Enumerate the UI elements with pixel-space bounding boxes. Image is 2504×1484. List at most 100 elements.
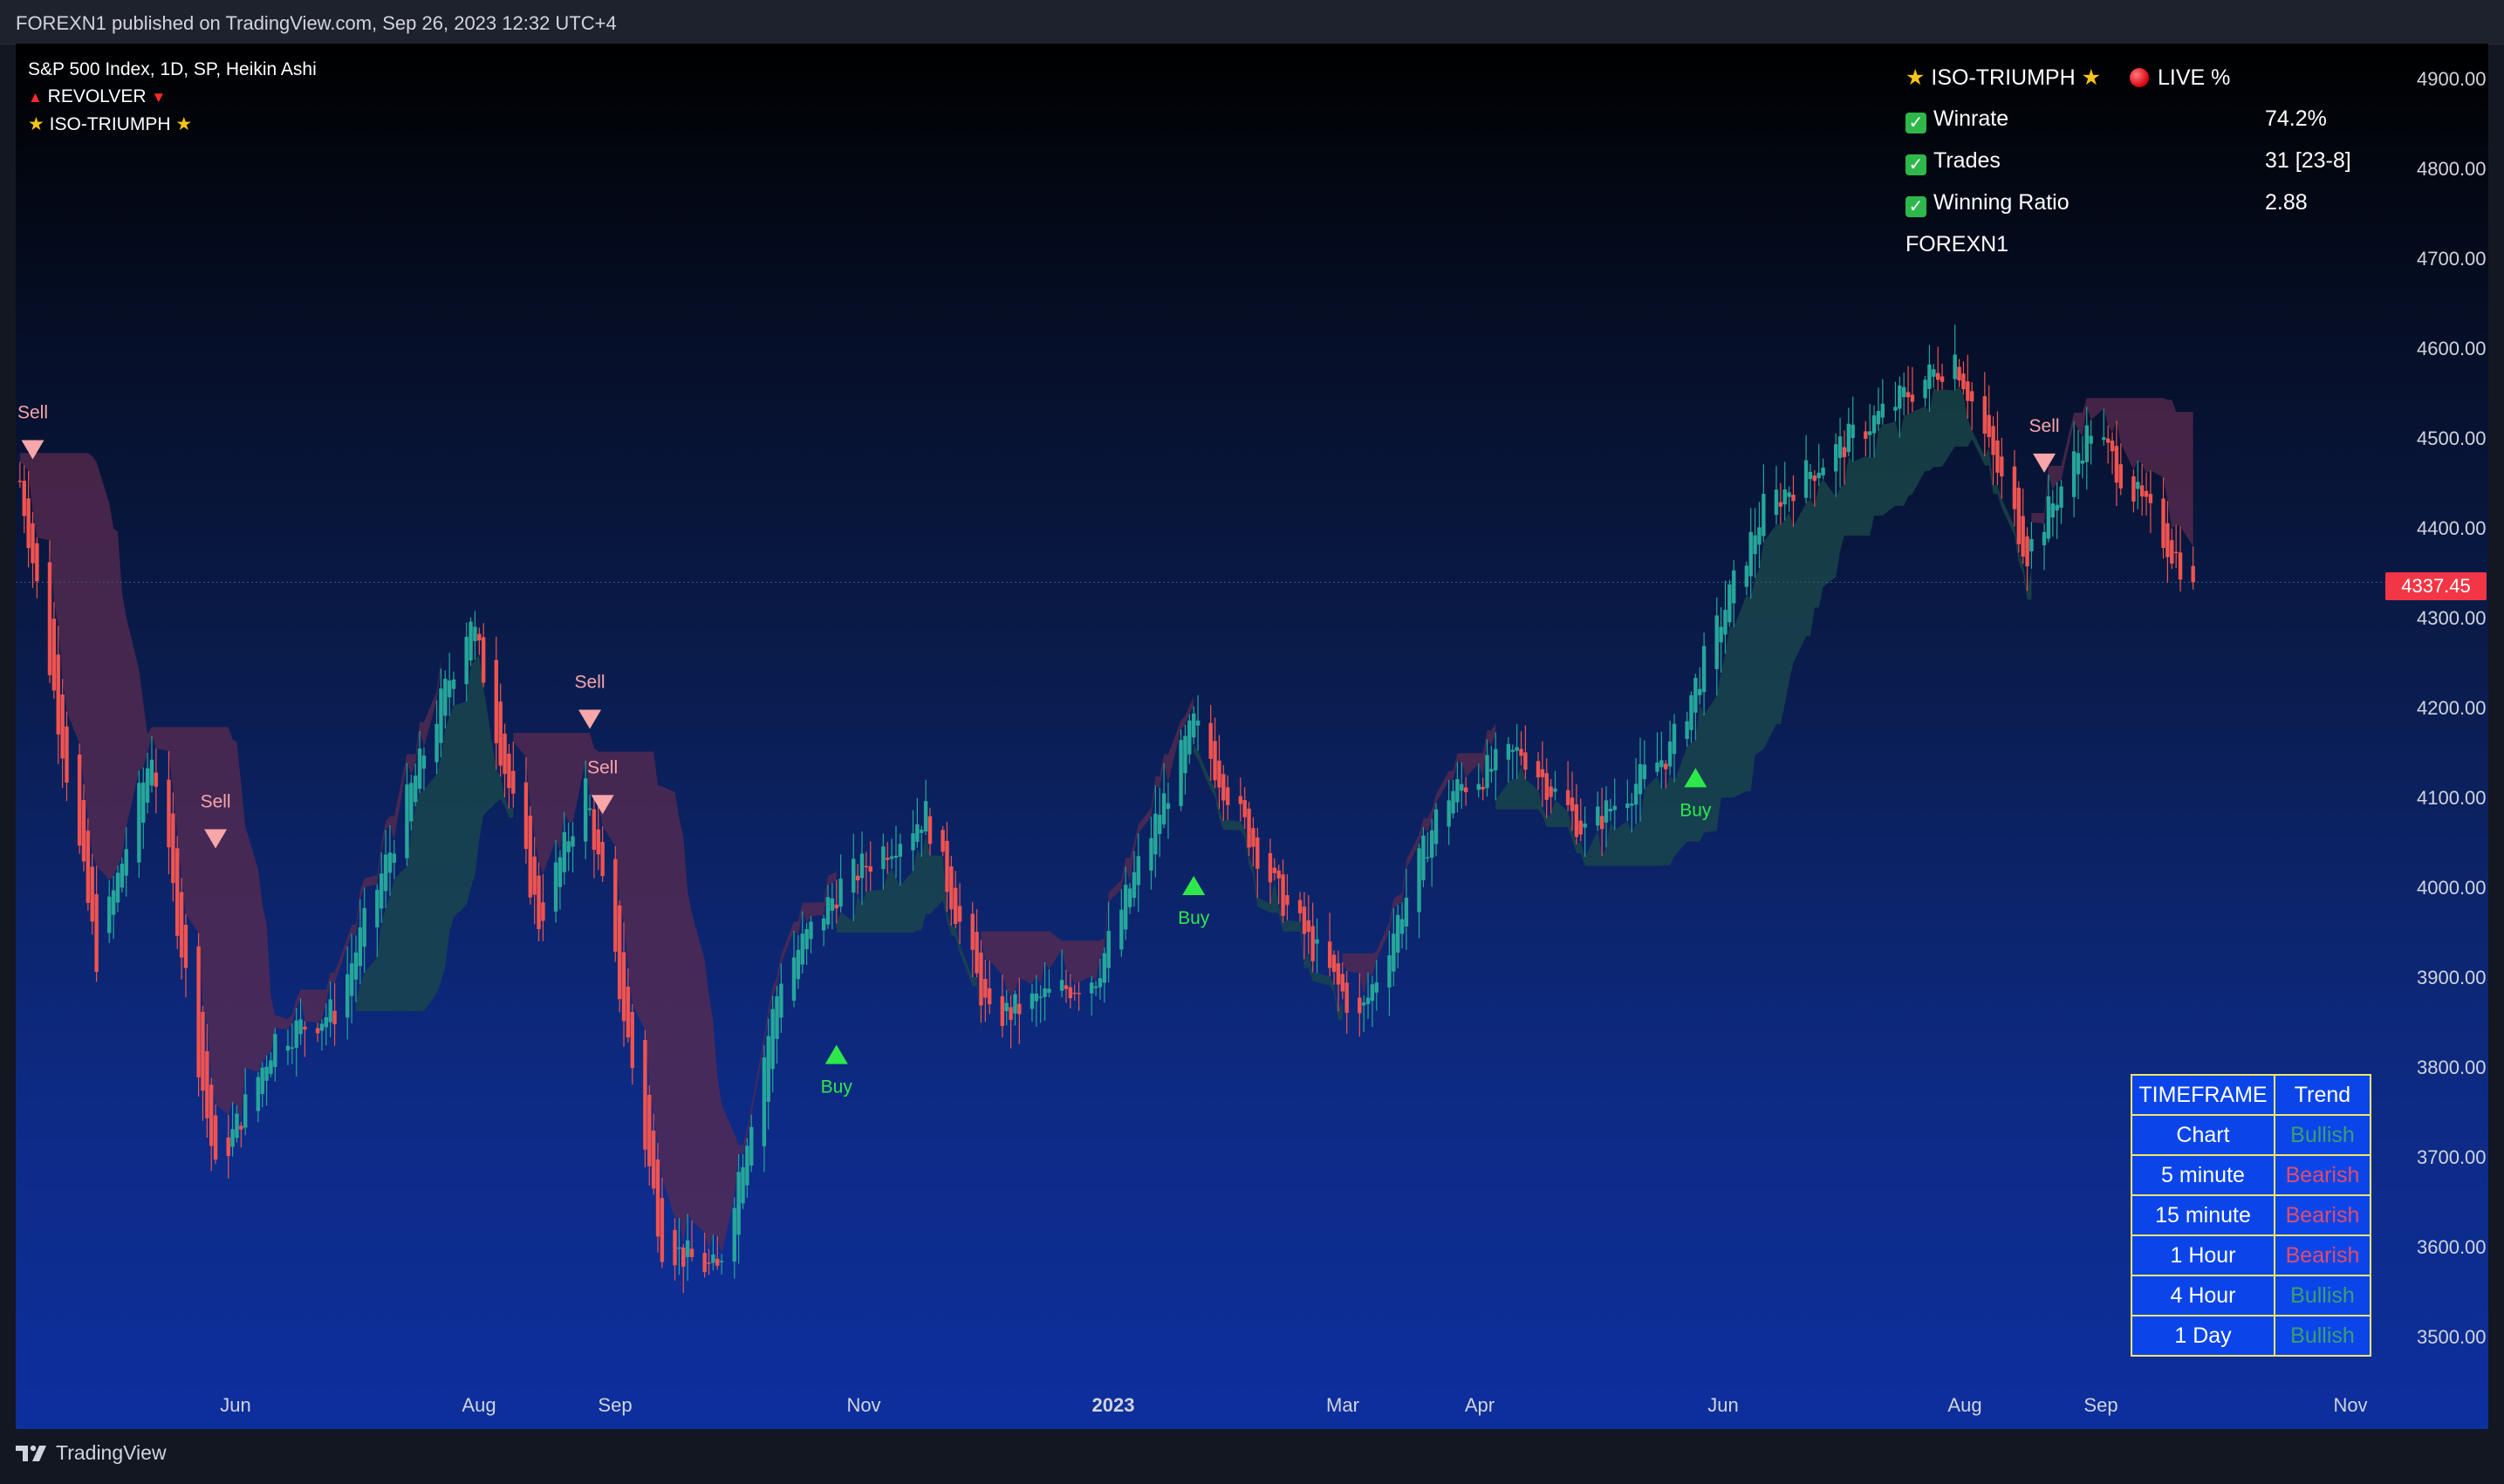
symbol-info[interactable]: S&P 500 Index, 1D, SP, Heikin Ashi (28, 59, 317, 79)
bear-candle (1778, 502, 1783, 507)
bear-candle (507, 754, 511, 789)
star-icon: ★ (28, 114, 44, 134)
bull-candle (2089, 435, 2093, 444)
bull-candle (1633, 783, 1639, 805)
stats-title: ISO-TRIUMPH (1931, 65, 2076, 90)
tradingview-footer[interactable]: TradingView (16, 1441, 167, 1465)
bear-candle (1536, 761, 1541, 778)
bear-candle (81, 800, 86, 862)
bear-candle (927, 816, 933, 845)
bull-candle (2029, 538, 2034, 552)
bear-candle (681, 1247, 686, 1267)
bull-candle (256, 1077, 261, 1111)
bull-candle (1553, 788, 1557, 792)
bull-candle (230, 1129, 235, 1147)
bear-candle (171, 813, 175, 884)
bear-candle (2191, 565, 2195, 583)
bull-candle (1365, 997, 1371, 1004)
bull-candle (2071, 451, 2076, 497)
bear-candle (537, 875, 541, 929)
stats-panel: ★ ISO-TRIUMPH ★ LIVE % ✓ Winrate 74.2% ✓ T… (1905, 65, 2394, 274)
bear-candle (954, 887, 958, 925)
bear-candle (477, 633, 482, 641)
bull-candle (1851, 424, 1855, 438)
bear-candle (626, 986, 631, 1038)
bear-candle (689, 1248, 694, 1257)
bear-candle (1238, 796, 1243, 804)
bear-candle (673, 1229, 677, 1266)
table-row: Chart Bullish (2131, 1114, 2371, 1156)
bear-candle (332, 1010, 337, 1025)
check-icon: ✓ (1905, 154, 1926, 175)
bull-candle (1880, 403, 1885, 418)
bear-candle (1276, 870, 1281, 879)
bear-candle (979, 952, 983, 1006)
bull-candle (1803, 460, 1809, 498)
stats-value: 31 [23-8] (2265, 148, 2351, 173)
bear-candle (988, 988, 992, 1005)
bull-cloud (355, 654, 514, 1011)
bear-candle (1864, 431, 1868, 439)
bull-candle (804, 928, 809, 949)
bull-candle (1395, 914, 1400, 953)
bear-candle (1578, 820, 1583, 835)
time-tick: Aug (1947, 1394, 1982, 1416)
bear-candle (975, 932, 979, 974)
table-row: 5 minute Bearish (2131, 1154, 2371, 1196)
bull-candle (2102, 437, 2106, 441)
trend-cell: Bearish (2274, 1154, 2371, 1196)
price-tick: 3800.00 (2417, 1057, 2487, 1078)
bear-candle (1910, 394, 1915, 402)
bear-candle (2139, 485, 2145, 497)
bull-candle (558, 857, 563, 887)
price-tick: 3500.00 (2417, 1326, 2487, 1348)
bear-candle (1285, 895, 1290, 906)
bull-candle (324, 1016, 329, 1028)
bear-candle (1208, 722, 1213, 759)
bull-candle (800, 933, 804, 965)
bull-candle (1123, 885, 1128, 930)
bull-candle (859, 853, 865, 879)
chart-area[interactable]: Sell Sell Sell Sell Buy Buy Buy Sell S&P 500 In… (16, 44, 2488, 1429)
bull-candle (898, 844, 903, 857)
bull-candle (1127, 888, 1132, 907)
bear-candle (1310, 926, 1315, 961)
bull-candle (1757, 527, 1762, 545)
bull-candle (1374, 982, 1379, 993)
sell-label: Sell (201, 791, 231, 811)
price-chart[interactable]: Sell Sell Sell Sell Buy Buy Buy Sell (16, 44, 2488, 1429)
triangle-down-icon: ▼ (151, 89, 167, 106)
indicator-revolver[interactable]: ▲ REVOLVER ▼ (28, 83, 317, 111)
bear-candle (1481, 786, 1485, 790)
bull-candle (260, 1067, 264, 1094)
bull-candle (345, 974, 350, 1018)
buy-marker-icon (1684, 768, 1707, 788)
bull-candle (1932, 369, 1936, 377)
bear-cloud (2031, 398, 2193, 547)
bull-candle (1821, 467, 1825, 475)
bull-candle (1090, 982, 1094, 994)
bull-candle (1460, 783, 1464, 791)
stats-row-ratio: ✓ Winning Ratio 2.88 (1905, 190, 2394, 232)
bull-candle (1030, 993, 1035, 1009)
bull-candle (243, 1094, 248, 1128)
star-icon: ★ (175, 114, 193, 134)
bull-candle (349, 963, 354, 996)
buy-marker-icon (1182, 876, 1206, 895)
bull-candle (379, 873, 384, 909)
bull-candle (1059, 980, 1064, 991)
bear-candle (175, 848, 180, 936)
bear-candle (1982, 396, 1987, 434)
bear-candle (209, 1084, 214, 1146)
bear-candle (621, 952, 626, 1022)
bear-candle (1574, 804, 1579, 838)
bear-candle (2105, 438, 2111, 443)
bull-candle (741, 1167, 745, 1204)
bear-candle (498, 701, 503, 766)
stats-value: 2.88 (2265, 190, 2308, 215)
bear-candle (2173, 551, 2179, 554)
bull-candle (2084, 425, 2089, 462)
bull-candle (1149, 838, 1153, 871)
bull-candle (387, 852, 393, 873)
indicator-iso-triumph[interactable]: ★ ISO-TRIUMPH ★ (28, 111, 317, 138)
